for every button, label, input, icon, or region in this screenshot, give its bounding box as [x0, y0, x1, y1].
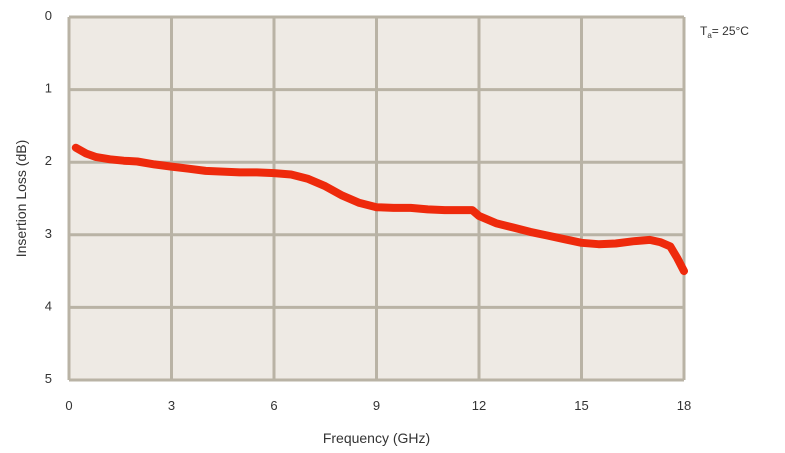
y-tick-label: 0 — [45, 8, 52, 23]
x-tick-label: 6 — [270, 398, 277, 413]
annotation-subscript: a — [707, 31, 712, 40]
x-tick-label: 12 — [472, 398, 486, 413]
grid-lines — [67, 15, 686, 382]
x-tick-label: 9 — [373, 398, 380, 413]
y-tick-label: 4 — [45, 298, 52, 313]
temperature-annotation: Ta= 25°C — [700, 24, 749, 40]
series-line — [71, 143, 688, 276]
y-axis-label: Insertion Loss (dB) — [13, 140, 29, 258]
y-tick-labels: 0 1 2 3 4 5 — [45, 8, 52, 386]
x-tick-label: 18 — [677, 398, 691, 413]
y-tick-label: 2 — [45, 153, 52, 168]
x-tick-label: 15 — [574, 398, 588, 413]
x-tick-label: 3 — [168, 398, 175, 413]
y-tick-label: 3 — [45, 226, 52, 241]
x-axis-label: Frequency (GHz) — [323, 430, 430, 446]
annotation-value: = 25°C — [712, 24, 749, 38]
x-tick-label: 0 — [65, 398, 72, 413]
x-tick-labels: 0 3 6 9 12 15 18 — [65, 398, 691, 413]
y-tick-label: 5 — [45, 371, 52, 386]
y-tick-label: 1 — [45, 81, 52, 96]
series-group — [71, 143, 688, 276]
annotation-main: T — [700, 24, 708, 38]
